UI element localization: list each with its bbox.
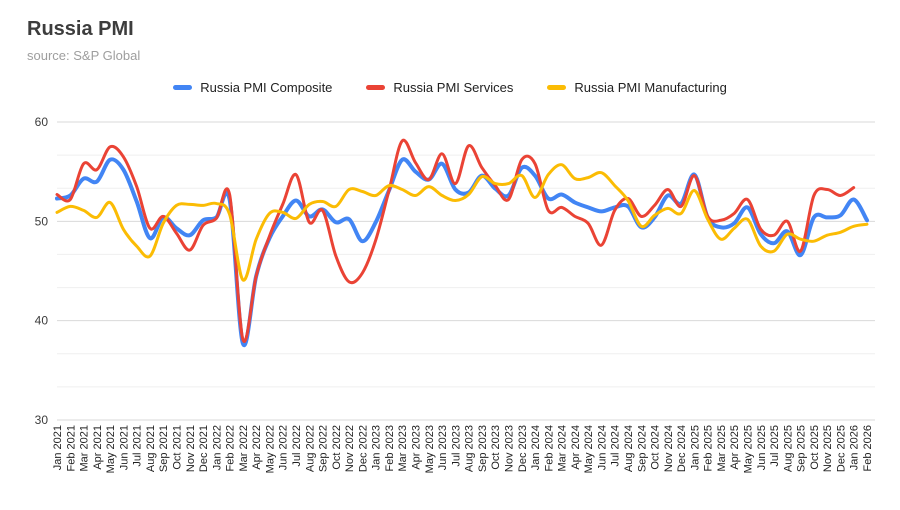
x-axis-tick-label: Oct 2024 [650, 425, 662, 470]
x-axis-tick-label: Jan 2023 [371, 425, 383, 470]
x-axis-tick-label: Oct 2022 [331, 425, 343, 470]
legend-swatch-composite-icon [173, 85, 193, 90]
legend-item-composite: Russia PMI Composite [173, 80, 332, 95]
x-axis-tick-label: Jul 2025 [769, 425, 781, 467]
x-axis-tick-label: Sep 2023 [477, 425, 489, 472]
y-axis-tick-label: 50 [35, 214, 49, 228]
x-axis-tick-label: Jun 2024 [596, 425, 608, 470]
x-axis-tick-label: Nov 2023 [503, 425, 515, 472]
x-axis-tick-label: Apr 2024 [570, 425, 582, 470]
x-axis-tick-label: Dec 2025 [835, 425, 847, 472]
x-axis-tick-label: Jan 2022 [211, 425, 223, 470]
x-axis-tick-label: Sep 2025 [796, 425, 808, 472]
x-axis-tick-label: Aug 2023 [464, 425, 476, 472]
x-axis-tick-label: Aug 2024 [623, 425, 635, 472]
x-axis-tick-label: Sep 2022 [318, 425, 330, 472]
x-axis-tick-label: Aug 2025 [782, 425, 794, 472]
x-axis-tick-label: Apr 2023 [411, 425, 423, 470]
x-axis-tick-label: Dec 2024 [676, 425, 688, 472]
x-axis-tick-label: Jan 2025 [689, 425, 701, 470]
legend-label-composite: Russia PMI Composite [200, 80, 333, 95]
x-axis-tick-label: Mar 2021 [79, 425, 91, 471]
series-line-manufacturing [55, 163, 869, 282]
x-axis-tick-label: Dec 2022 [357, 425, 369, 472]
x-axis-tick-label: Feb 2025 [703, 425, 715, 471]
x-axis-tick-label: Feb 2022 [225, 425, 237, 471]
legend-swatch-services-icon [366, 85, 386, 90]
x-axis-tick-label: Feb 2021 [65, 425, 77, 471]
x-axis-tick-label: Jun 2023 [437, 425, 449, 470]
x-axis-tick-label: Feb 2024 [543, 425, 555, 471]
x-axis-tick-label: Nov 2021 [185, 425, 197, 472]
x-axis-tick-label: Oct 2025 [809, 425, 821, 470]
x-axis-tick-label: Jul 2024 [610, 425, 622, 467]
x-axis-tick-label: May 2024 [583, 425, 595, 473]
x-axis-tick-label: Apr 2021 [92, 425, 104, 470]
x-axis-tick-label: Apr 2022 [251, 425, 263, 470]
legend-item-services: Russia PMI Services [366, 80, 513, 95]
legend-label-manufacturing: Russia PMI Manufacturing [574, 80, 727, 95]
x-axis-tick-label: May 2021 [105, 425, 117, 473]
x-axis-tick-label: Jun 2025 [756, 425, 768, 470]
x-axis-tick-label: Dec 2021 [198, 425, 210, 472]
x-axis-tick-label: Mar 2024 [557, 425, 569, 471]
x-axis-tick-label: Sep 2024 [636, 425, 648, 472]
chart-legend: Russia PMI Composite Russia PMI Services… [0, 80, 900, 95]
x-axis-tick-label: Jan 2026 [849, 425, 861, 470]
x-axis-tick-label: Nov 2024 [663, 425, 675, 472]
x-axis-tick-label: Sep 2021 [158, 425, 170, 472]
x-axis-tick-label: May 2023 [424, 425, 436, 473]
x-axis-tick-label: May 2022 [264, 425, 276, 473]
x-axis-tick-label: Mar 2023 [397, 425, 409, 471]
x-axis-tick-label: Jun 2022 [278, 425, 290, 470]
chart-subtitle: source: S&P Global [27, 48, 141, 63]
x-axis-tick-label: Aug 2022 [304, 425, 316, 472]
legend-item-manufacturing: Russia PMI Manufacturing [547, 80, 727, 95]
x-axis-tick-label: Jun 2021 [118, 425, 130, 470]
x-axis-tick-label: Oct 2021 [172, 425, 184, 470]
x-axis-tick-label: Jan 2021 [52, 425, 64, 470]
x-axis-tick-label: Apr 2025 [729, 425, 741, 470]
x-axis-tick-label: Mar 2022 [238, 425, 250, 471]
x-axis-tick-label: Feb 2023 [384, 425, 396, 471]
x-axis-tick-label: May 2025 [742, 425, 754, 473]
x-axis-tick-label: Aug 2021 [145, 425, 157, 472]
x-axis-tick-label: Jan 2024 [530, 425, 542, 470]
series-line-composite [55, 157, 869, 348]
y-axis-tick-label: 60 [35, 115, 49, 129]
x-axis-tick-label: Dec 2023 [517, 425, 529, 472]
x-axis-tick-label: Nov 2025 [822, 425, 834, 472]
y-axis-tick-label: 40 [35, 314, 49, 328]
x-axis-tick-label: Jul 2023 [450, 425, 462, 467]
x-axis-tick-label: Feb 2026 [862, 425, 874, 471]
x-axis-tick-label: Oct 2023 [490, 425, 502, 470]
series-line-services [55, 138, 856, 343]
x-axis-tick-label: Jul 2022 [291, 425, 303, 467]
y-axis-tick-label: 30 [35, 413, 49, 427]
chart-title: Russia PMI [27, 18, 134, 40]
legend-label-services: Russia PMI Services [393, 80, 514, 95]
legend-swatch-manufacturing-icon [547, 85, 567, 90]
x-axis-tick-label: Mar 2025 [716, 425, 728, 471]
x-axis-tick-label: Jul 2021 [132, 425, 144, 467]
x-axis-tick-label: Nov 2022 [344, 425, 356, 472]
